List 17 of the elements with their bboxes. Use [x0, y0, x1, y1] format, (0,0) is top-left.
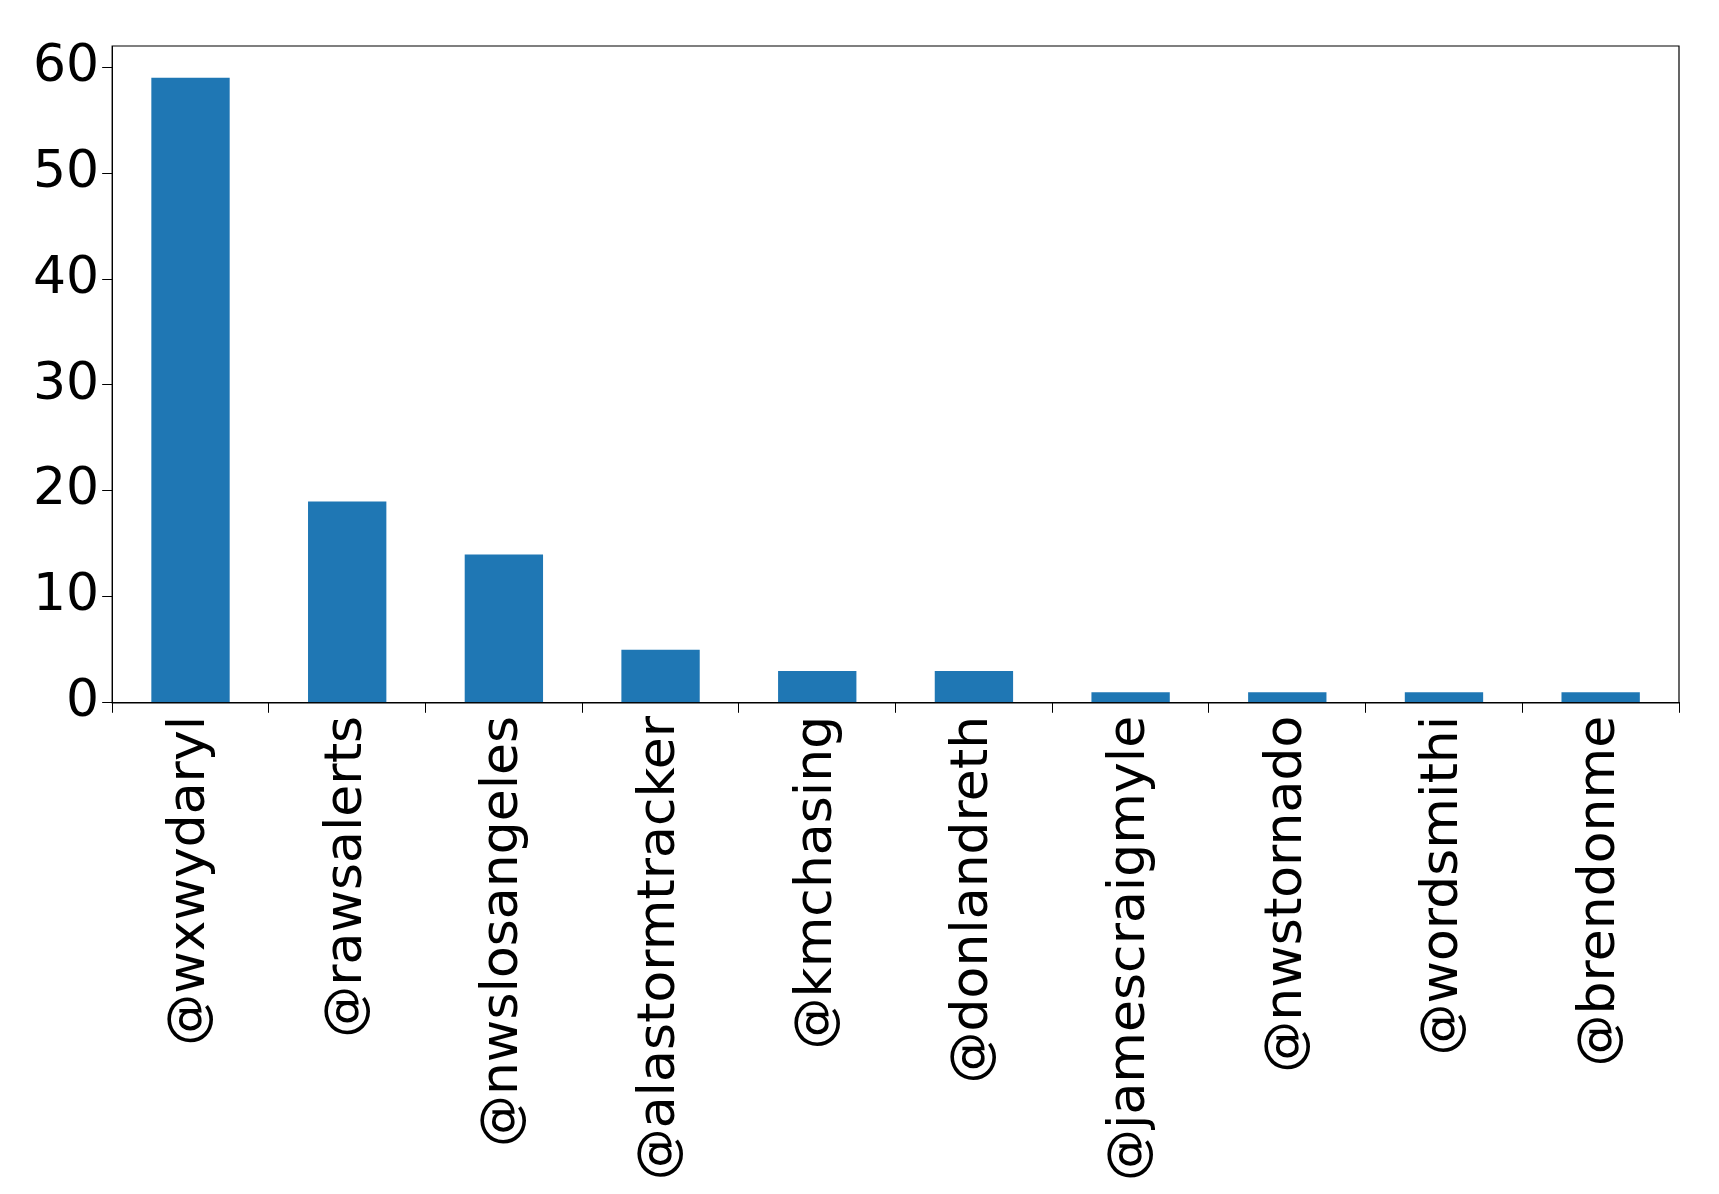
y-tick-label: 60	[33, 32, 100, 93]
x-tick-label: @jamescraigmyle	[1096, 715, 1157, 1182]
x-tick-label: @nwstornado	[1252, 715, 1313, 1073]
x-tick-label: @wxwydaryl	[156, 715, 217, 1046]
y-tick-label: 20	[33, 456, 100, 517]
y-tick-label: 40	[33, 244, 100, 305]
x-tick-label: @brendonme	[1566, 715, 1627, 1067]
x-tick-label: @rawsalerts	[312, 715, 373, 1038]
x-tick-label: @wordsmithi	[1409, 715, 1470, 1056]
x-tick-label: @alastormtracker	[626, 715, 687, 1181]
x-tick-label: @kmchasing	[782, 715, 843, 1050]
x-tick-label: @nwslosangeles	[469, 715, 530, 1148]
x-tick-label: @donlandreth	[939, 715, 1000, 1084]
y-tick-label: 10	[33, 562, 100, 623]
y-tick-label: 30	[33, 350, 100, 411]
y-tick-label: 50	[33, 138, 100, 199]
y-tick-label: 0	[66, 668, 100, 729]
